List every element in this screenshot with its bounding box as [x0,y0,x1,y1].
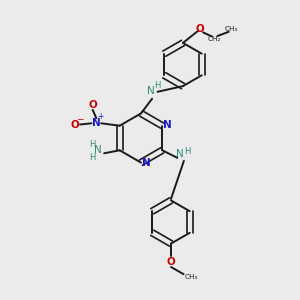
Text: O: O [70,120,79,130]
Text: O: O [88,100,97,110]
Text: N: N [92,118,101,128]
Text: CH₃: CH₃ [224,26,238,32]
Text: N: N [142,158,151,168]
Text: O: O [167,256,176,267]
Text: O: O [195,24,204,34]
Text: H: H [89,153,95,162]
Text: N: N [94,145,102,155]
Text: CH₂: CH₂ [208,36,221,42]
Text: H: H [89,140,95,149]
Text: +: + [98,112,104,121]
Text: N: N [176,149,184,159]
Text: N: N [163,120,172,130]
Text: −: − [76,114,84,123]
Text: N: N [147,86,155,96]
Text: H: H [154,81,161,90]
Text: CH₃: CH₃ [185,274,198,280]
Text: H: H [184,147,190,156]
